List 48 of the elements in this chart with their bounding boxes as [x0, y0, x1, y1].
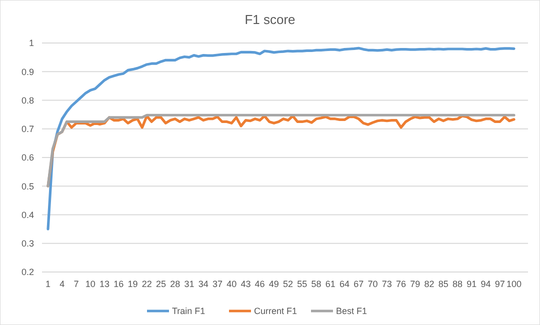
- x-tick-label: 28: [170, 279, 180, 289]
- x-tick-label: 55: [297, 279, 308, 289]
- y-tick-label: 1: [28, 38, 34, 48]
- x-tick-label: 1: [45, 279, 51, 289]
- x-tick-label: 22: [142, 279, 152, 289]
- x-tick-label: 25: [156, 279, 166, 289]
- x-tick-label: 70: [368, 279, 378, 289]
- x-tick-label: 7: [74, 279, 79, 289]
- x-tick-label: 64: [340, 279, 350, 289]
- x-tick-label: 43: [240, 279, 251, 289]
- x-tick-label: 82: [424, 279, 434, 289]
- legend-label: Train F1: [172, 306, 206, 316]
- x-tick-label: 10: [85, 279, 96, 289]
- x-tick-label: 40: [226, 279, 237, 289]
- legend-label: Best F1: [336, 306, 368, 316]
- x-tick-label: 58: [311, 279, 322, 289]
- y-tick-label: 0.3: [21, 238, 34, 249]
- y-tick-label: 0.9: [21, 66, 34, 77]
- x-tick-label: 52: [283, 279, 294, 289]
- line-series: [46, 46, 516, 230]
- x-tick-label: 61: [325, 279, 336, 289]
- chart-title: F1 score: [244, 12, 296, 27]
- x-tick-label: 67: [354, 279, 364, 289]
- x-tick-label: 94: [480, 279, 491, 289]
- y-tick-label: 0.4: [21, 210, 34, 220]
- x-tick-label: 13: [99, 279, 110, 289]
- x-tick-label: 31: [184, 279, 194, 289]
- y-tick-label: 0.2: [21, 267, 34, 278]
- x-tick-label: 19: [128, 279, 138, 289]
- x-tick-label: 91: [466, 279, 477, 289]
- x-tick-label: 79: [410, 279, 420, 289]
- x-tick-label: 34: [198, 279, 208, 289]
- y-tick-label: 0.5: [21, 181, 34, 192]
- y-tick-label: 0.7: [21, 124, 34, 134]
- x-tick-label: 4: [60, 279, 65, 289]
- x-tick-label: 100: [506, 279, 522, 289]
- x-tick-label: 97: [494, 279, 505, 289]
- x-tick-label: 88: [452, 279, 463, 289]
- x-tick-label: 73: [382, 279, 392, 289]
- x-tick-label: 85: [438, 279, 448, 289]
- x-tick-label: 49: [268, 279, 279, 289]
- y-tick-label: 0.8: [21, 95, 34, 106]
- x-tick-label: 16: [114, 279, 124, 289]
- x-tick-label: 46: [254, 279, 265, 289]
- y-tick-label: 0.6: [21, 152, 34, 163]
- legend-label: Current F1: [254, 306, 298, 316]
- x-tick-label: 37: [212, 279, 222, 289]
- x-tick-label: 76: [396, 279, 406, 289]
